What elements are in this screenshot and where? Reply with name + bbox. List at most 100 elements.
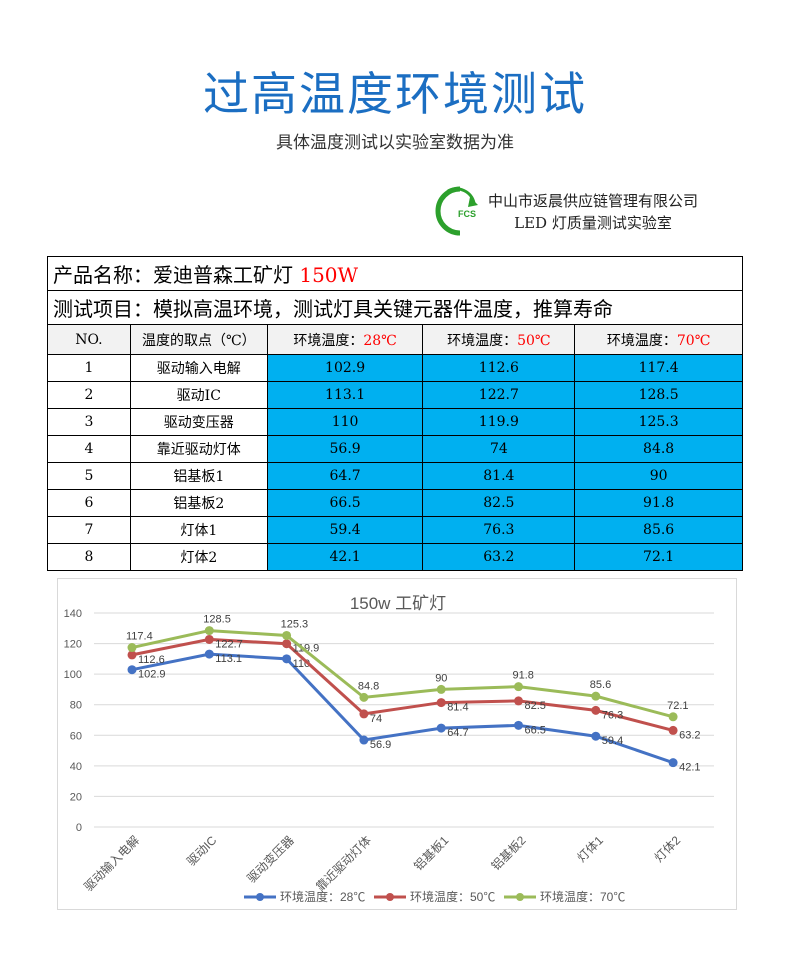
- col-50: 环境温度：50℃: [422, 324, 576, 355]
- cell-no: 3: [47, 408, 131, 436]
- data-point: [282, 630, 292, 640]
- data-label: 56.9: [370, 739, 391, 751]
- cell-no: 1: [47, 354, 131, 382]
- cell-t50: 82.5: [422, 489, 576, 517]
- fcs-logo-icon: FCS: [435, 186, 478, 236]
- data-point: [359, 692, 369, 702]
- data-label: 74: [370, 713, 382, 725]
- series-line: [131, 637, 674, 732]
- cell-t28: 66.5: [266, 489, 424, 517]
- cell-point: 驱动输入电解: [129, 354, 268, 382]
- data-point: [668, 758, 678, 768]
- product-name: 产品名称：爱迪普森工矿灯 150W: [47, 256, 743, 291]
- table-row: 7 灯体1 59.4 76.3 85.6: [47, 516, 743, 544]
- legend-marker: [256, 893, 264, 901]
- legend-label: 环境温度：28℃: [280, 889, 365, 904]
- cell-t70: 125.3: [574, 408, 743, 436]
- cell-point: 靠近驱动灯体: [129, 435, 268, 463]
- data-label: 82.5: [525, 700, 546, 712]
- series-line: [131, 629, 674, 719]
- table-row: 2 驱动IC 113.1 122.7 128.5: [47, 381, 743, 409]
- data-point: [282, 639, 292, 649]
- data-label: 102.9: [138, 669, 166, 681]
- y-tick-label: 140: [64, 608, 82, 620]
- chart-svg: 150w 工矿灯 0 20 40 60 80 100 120 140 驱动输入电解 驱动IC 驱动变压…: [64, 594, 714, 904]
- data-label: 112.6: [138, 654, 165, 666]
- table-row: 8 灯体2 42.1 63.2 72.1: [47, 543, 743, 571]
- test-item: 测试项目：模拟高温环境，测试灯具关键元器件温度，推算寿命: [47, 290, 743, 325]
- cell-t70: 90: [574, 462, 743, 490]
- data-label: 66.5: [525, 724, 546, 736]
- data-label: 90: [435, 672, 447, 684]
- data-point: [514, 682, 523, 692]
- data-point: [591, 705, 601, 715]
- data-point: [359, 709, 369, 719]
- y-tick-label: 100: [64, 669, 82, 681]
- cell-t50: 112.6: [422, 354, 576, 382]
- cell-t70: 117.4: [574, 354, 743, 382]
- legend-label: 环境温度：50℃: [410, 889, 495, 904]
- cell-point: 驱动IC: [129, 381, 268, 409]
- cell-t28: 102.9: [266, 354, 424, 382]
- data-label: 59.4: [602, 735, 623, 747]
- cell-no: 4: [47, 435, 131, 463]
- data-point: [591, 691, 601, 701]
- data-label: 122.7: [215, 638, 243, 650]
- data-point: [204, 634, 214, 644]
- col-28: 环境温度：28℃: [266, 324, 424, 355]
- table-row: 6 铝基板2 66.5 82.5 91.8: [47, 489, 743, 517]
- cell-t70: 128.5: [574, 381, 743, 409]
- data-point: [127, 665, 137, 675]
- page-title: 过高温度环境测试: [203, 67, 587, 121]
- cell-t28: 113.1: [266, 381, 424, 409]
- x-tick-label: 铝基板2: [488, 832, 529, 873]
- data-label: 76.3: [602, 709, 623, 721]
- table-row: 1 驱动输入电解 102.9 112.6 117.4: [47, 354, 743, 382]
- cell-no: 8: [47, 543, 131, 571]
- cell-point: 灯体1: [129, 516, 268, 544]
- cell-no: 6: [47, 489, 131, 517]
- x-tick-label: 靠近驱动灯体: [313, 833, 374, 894]
- data-label: 85.6: [590, 679, 611, 691]
- x-tick-label: 铝基板1: [411, 832, 452, 873]
- cell-no: 2: [47, 381, 131, 409]
- cell-point: 铝基板1: [129, 462, 268, 490]
- x-tick-label: 驱动输入电解: [81, 833, 143, 895]
- data-point: [436, 698, 446, 708]
- col-70: 环境温度：70℃: [574, 324, 743, 355]
- cell-t50: 122.7: [422, 381, 576, 409]
- data-label: 125.3: [281, 618, 309, 630]
- data-label: 64.7: [447, 727, 468, 739]
- y-tick-label: 80: [70, 700, 82, 712]
- col-no: NO.: [47, 324, 131, 355]
- cell-no: 7: [47, 516, 131, 544]
- x-tick-label: 驱动IC: [184, 833, 220, 869]
- cell-t28: 110: [266, 408, 424, 436]
- data-point: [514, 696, 523, 706]
- cell-t28: 64.7: [266, 462, 424, 490]
- data-point: [436, 684, 446, 694]
- data-point: [668, 712, 678, 722]
- cell-t50: 119.9: [422, 408, 576, 436]
- line-chart: 150w 工矿灯 0 20 40 60 80 100 120 140 驱动输入电解 驱动IC 驱动变压…: [57, 578, 737, 910]
- data-point: [127, 643, 137, 653]
- legend-marker: [516, 893, 524, 901]
- company-name: 中山市返晨供应链管理有限公司: [488, 192, 699, 210]
- data-label: 42.1: [679, 762, 700, 774]
- chart-title: 150w 工矿灯: [350, 594, 446, 613]
- page-subtitle: 具体温度测试以实验室数据为准: [276, 133, 514, 153]
- data-point: [204, 649, 214, 659]
- y-tick-label: 120: [64, 639, 82, 651]
- cell-t28: 42.1: [266, 543, 424, 571]
- y-tick-label: 40: [70, 761, 82, 773]
- data-point: [127, 650, 137, 660]
- cell-point: 驱动变压器: [129, 408, 268, 436]
- cell-t50: 74: [422, 435, 576, 463]
- cell-t50: 63.2: [422, 543, 576, 571]
- col-point: 温度的取点（℃）: [129, 324, 268, 355]
- data-label: 72.1: [667, 700, 688, 712]
- legend-label: 环境温度：70℃: [540, 889, 625, 904]
- data-label: 84.8: [358, 680, 379, 692]
- data-point: [282, 654, 292, 664]
- table-row: 5 铝基板1 64.7 81.4 90: [47, 462, 743, 490]
